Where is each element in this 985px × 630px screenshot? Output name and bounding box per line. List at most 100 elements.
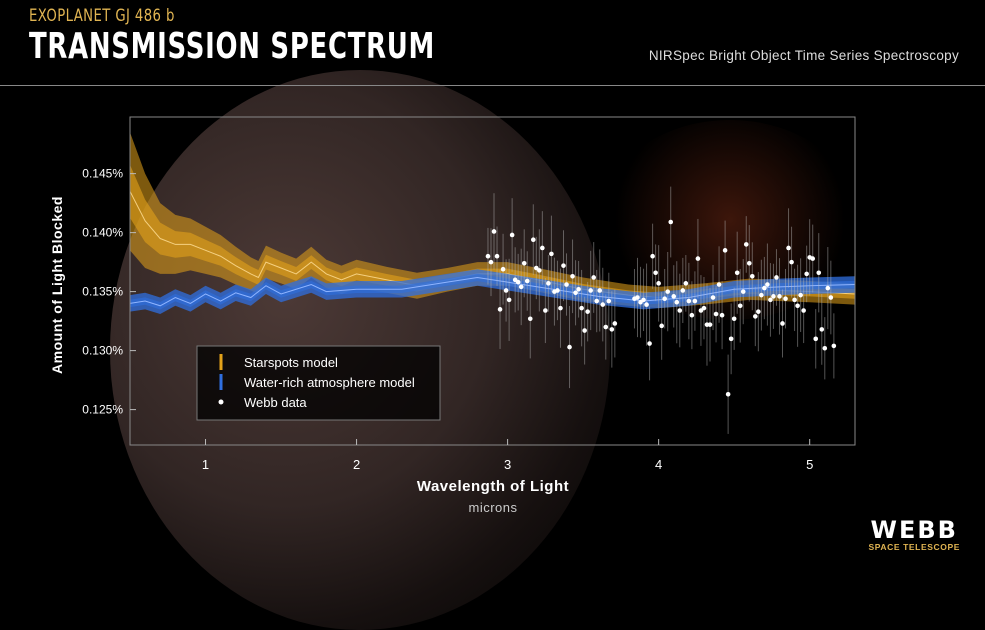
x-tick-label: 4	[655, 457, 662, 472]
data-point	[740, 289, 746, 294]
data-point	[594, 298, 600, 304]
data-point	[597, 288, 603, 293]
water-model-inner-band	[130, 273, 855, 310]
data-point	[509, 232, 515, 238]
data-point	[716, 282, 722, 287]
data-point	[701, 305, 707, 311]
data-point	[780, 321, 785, 326]
data-point	[759, 292, 764, 298]
data-point	[650, 253, 655, 259]
data-point	[612, 321, 618, 326]
webb-logo: WEBB SPACE TELESCOPE	[869, 518, 961, 552]
data-point	[774, 275, 779, 280]
data-point	[582, 328, 587, 333]
data-point	[570, 273, 575, 279]
data-point	[695, 256, 701, 261]
data-point	[668, 219, 674, 225]
y-tick-label: 0.130%	[82, 344, 123, 358]
legend-water: Water-rich atmosphere model	[244, 375, 415, 390]
chart-title: TRANSMISSION SPECTRUM	[29, 26, 436, 67]
data-point	[647, 341, 652, 346]
water-model-band	[130, 269, 855, 315]
data-point	[728, 336, 734, 342]
data-point	[564, 282, 569, 287]
legend-webb-data: Webb data	[244, 395, 307, 410]
data-point	[786, 245, 791, 251]
data-point	[609, 327, 615, 332]
data-point	[606, 298, 612, 304]
data-point	[798, 292, 803, 298]
instrument-label: NIRSpec Bright Object Time Series Spectr…	[648, 48, 959, 63]
data-point	[795, 303, 800, 309]
data-point	[825, 285, 831, 291]
data-point	[762, 285, 767, 291]
data-point	[749, 273, 755, 279]
data-point	[777, 294, 782, 299]
data-point	[485, 253, 491, 259]
data-point	[792, 297, 797, 303]
data-point	[521, 261, 527, 266]
data-point	[662, 296, 667, 301]
data-point	[527, 316, 533, 322]
data-point	[537, 268, 542, 273]
data-point	[743, 242, 749, 247]
data-point	[555, 288, 560, 293]
data-point	[576, 286, 581, 292]
x-axis-unit: microns	[468, 500, 517, 515]
starspots-model-inner-band	[130, 164, 855, 303]
x-tick-label: 5	[806, 457, 813, 472]
data-point	[540, 245, 545, 251]
data-point	[677, 308, 683, 313]
data-point	[600, 302, 606, 307]
data-point	[573, 290, 578, 296]
y-tick-label: 0.145%	[82, 167, 123, 181]
data-point	[828, 295, 834, 300]
data-point	[783, 296, 788, 301]
x-axis-label: Wavelength of Light	[417, 478, 569, 495]
chart-subtitle: EXOPLANET GJ 486 b	[29, 6, 175, 26]
data-point	[771, 294, 776, 299]
data-point	[768, 297, 773, 303]
data-point	[494, 253, 500, 259]
data-point	[491, 229, 497, 234]
data-point	[737, 303, 743, 309]
data-point	[524, 278, 530, 284]
data-point	[831, 343, 837, 349]
data-point	[804, 271, 809, 277]
water-model-line	[129, 276, 856, 307]
data-point	[713, 311, 719, 317]
plot-frame	[129, 116, 856, 446]
data-point	[734, 270, 740, 276]
legend-data-swatch	[218, 399, 224, 405]
data-point	[725, 391, 731, 397]
data-point	[515, 279, 521, 285]
y-axis-label: Amount of Light Blocked	[49, 196, 65, 374]
legend: Starspots model Water-rich atmosphere mo…	[196, 345, 441, 421]
x-tick-label: 3	[504, 457, 511, 472]
data-point	[656, 281, 661, 286]
data-point	[801, 308, 806, 313]
data-point	[500, 266, 506, 272]
data-point	[819, 327, 825, 332]
data-point	[756, 309, 761, 314]
legend-starspots: Starspots model	[244, 355, 338, 370]
logo-tagline: SPACE TELESCOPE	[868, 542, 960, 552]
data-point	[731, 316, 737, 322]
data-point	[567, 344, 572, 350]
data-point	[644, 302, 649, 307]
data-point	[789, 259, 794, 265]
data-point	[816, 270, 822, 276]
data-point	[558, 305, 563, 311]
data-point	[653, 270, 658, 276]
data-point	[719, 312, 725, 318]
data-point	[549, 251, 554, 257]
data-point	[689, 312, 695, 318]
data-point	[591, 275, 596, 280]
data-point	[683, 281, 689, 286]
data-point	[822, 345, 828, 351]
header-divider	[0, 85, 985, 86]
data-point	[692, 298, 698, 304]
data-point	[722, 248, 728, 253]
data-point	[707, 322, 713, 327]
y-tick-label: 0.135%	[82, 285, 123, 299]
